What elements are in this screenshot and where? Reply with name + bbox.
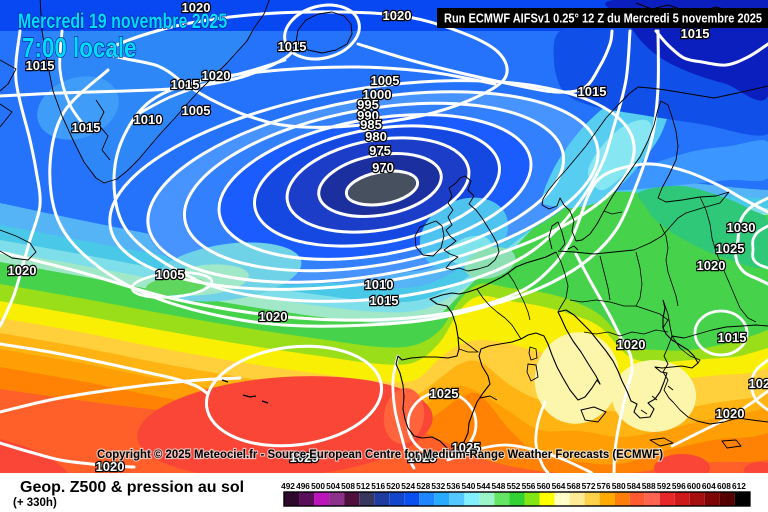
svg-text:1025: 1025 (716, 241, 745, 256)
svg-text:1010: 1010 (134, 112, 163, 127)
svg-text:(+ 330h): (+ 330h) (13, 497, 57, 509)
svg-text:600: 600 (687, 481, 701, 491)
svg-text:512: 512 (356, 481, 370, 491)
svg-text:508: 508 (341, 481, 355, 491)
svg-text:536: 536 (446, 481, 460, 491)
svg-text:1025: 1025 (290, 450, 319, 465)
svg-text:1005: 1005 (182, 103, 211, 118)
svg-text:Mercredi 19 novembre 2025: Mercredi 19 novembre 2025 (18, 9, 227, 33)
svg-text:1025: 1025 (408, 450, 437, 465)
svg-text:1020: 1020 (182, 0, 211, 15)
svg-text:496: 496 (296, 481, 310, 491)
svg-text:Geop. Z500 & pression au sol: Geop. Z500 & pression au sol (20, 479, 244, 496)
svg-text:Copyright © 2025 Meteociel.fr: Copyright © 2025 Meteociel.fr - Source E… (97, 447, 663, 461)
svg-text:504: 504 (326, 481, 340, 491)
svg-text:608: 608 (717, 481, 731, 491)
svg-text:584: 584 (627, 481, 641, 491)
svg-text:560: 560 (537, 481, 551, 491)
svg-text:572: 572 (582, 481, 596, 491)
svg-text:975: 975 (369, 143, 391, 158)
svg-text:1015: 1015 (72, 120, 101, 135)
svg-text:1030: 1030 (727, 220, 756, 235)
svg-text:1015: 1015 (578, 84, 607, 99)
svg-text:1025: 1025 (430, 386, 459, 401)
svg-text:7:00 locale: 7:00 locale (22, 33, 137, 64)
svg-text:1020: 1020 (8, 263, 37, 278)
svg-text:995: 995 (357, 97, 379, 112)
svg-text:540: 540 (461, 481, 475, 491)
svg-text:596: 596 (672, 481, 686, 491)
svg-text:1020: 1020 (697, 258, 726, 273)
svg-text:548: 548 (491, 481, 505, 491)
svg-text:568: 568 (567, 481, 581, 491)
svg-text:500: 500 (311, 481, 325, 491)
svg-text:492: 492 (281, 481, 295, 491)
svg-text:970: 970 (372, 160, 394, 175)
svg-text:1015: 1015 (278, 39, 307, 54)
svg-text:580: 580 (612, 481, 626, 491)
svg-text:520: 520 (386, 481, 400, 491)
svg-text:524: 524 (401, 481, 415, 491)
svg-text:1020: 1020 (96, 459, 125, 474)
svg-text:1020: 1020 (716, 406, 745, 421)
svg-text:1020: 1020 (617, 337, 646, 352)
svg-text:576: 576 (597, 481, 611, 491)
svg-text:604: 604 (702, 481, 716, 491)
svg-text:1000: 1000 (363, 87, 392, 102)
svg-text:Run ECMWF AIFSv1 0.25° 12 Z du: Run ECMWF AIFSv1 0.25° 12 Z du Mercredi … (444, 12, 762, 26)
svg-text:552: 552 (507, 481, 521, 491)
svg-text:588: 588 (642, 481, 656, 491)
svg-text:556: 556 (522, 481, 536, 491)
svg-text:592: 592 (657, 481, 671, 491)
svg-text:1020: 1020 (383, 8, 412, 23)
svg-text:1010: 1010 (365, 277, 394, 292)
svg-text:985: 985 (360, 117, 382, 132)
svg-text:990: 990 (357, 108, 379, 123)
svg-text:612: 612 (732, 481, 746, 491)
svg-text:1015: 1015 (681, 26, 710, 41)
svg-text:1020: 1020 (259, 309, 288, 324)
svg-text:516: 516 (371, 481, 385, 491)
svg-text:1025: 1025 (452, 440, 481, 455)
svg-text:1005: 1005 (156, 267, 185, 282)
svg-text:528: 528 (416, 481, 430, 491)
svg-text:1015: 1015 (26, 58, 55, 73)
svg-text:1025: 1025 (749, 376, 768, 391)
svg-text:532: 532 (431, 481, 445, 491)
svg-text:1015: 1015 (370, 293, 399, 308)
svg-text:544: 544 (476, 481, 490, 491)
svg-text:1020: 1020 (202, 68, 231, 83)
svg-text:980: 980 (365, 129, 387, 144)
svg-text:564: 564 (552, 481, 566, 491)
svg-text:1015: 1015 (171, 77, 200, 92)
svg-text:1005: 1005 (371, 73, 400, 88)
svg-text:1015: 1015 (718, 330, 747, 345)
